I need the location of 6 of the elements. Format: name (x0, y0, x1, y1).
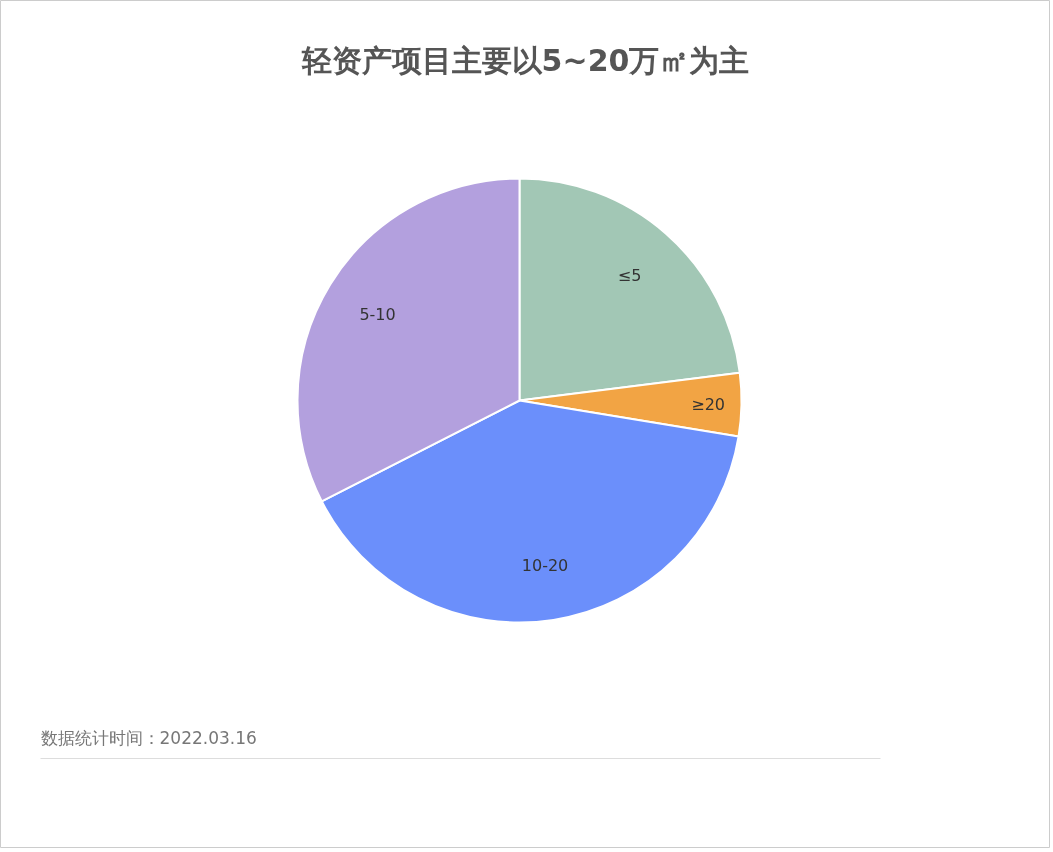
chart-title: 轻资产项目主要以5~20万㎡为主 (300, 43, 750, 78)
slice-label: ≤5 (617, 266, 642, 286)
slice-label: 5-10 (359, 304, 396, 324)
slice-label: 10-20 (521, 556, 569, 576)
text: 数据统计时间：2022.03.16 (40, 727, 257, 748)
slice-label: ≥20 (691, 394, 726, 414)
